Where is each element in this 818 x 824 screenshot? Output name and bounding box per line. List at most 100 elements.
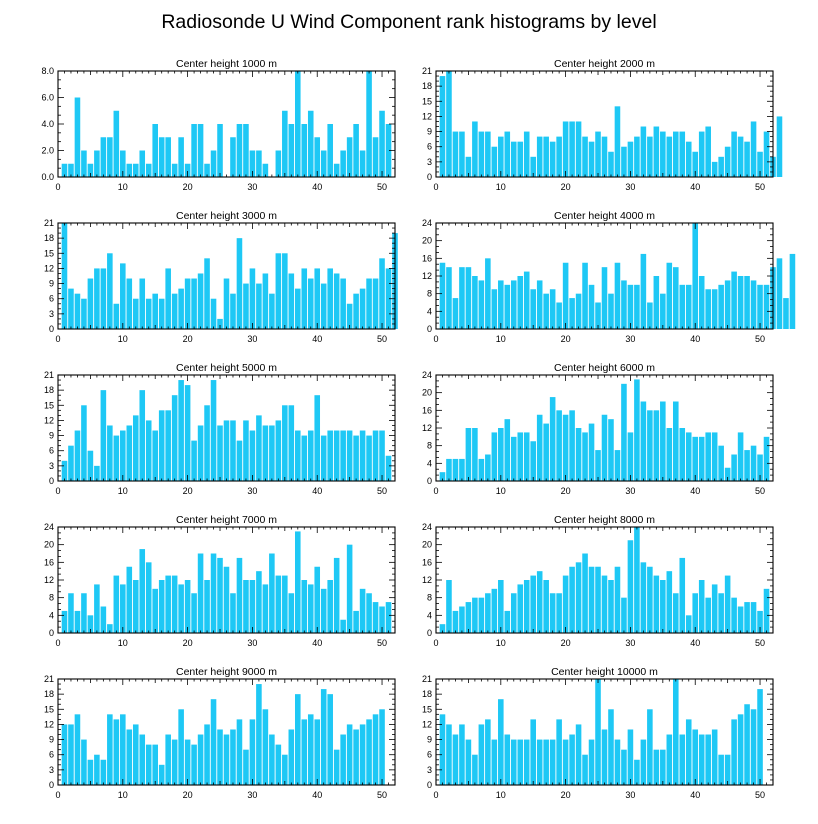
bar (640, 739, 647, 785)
bar (627, 141, 634, 177)
bar (320, 150, 327, 177)
bar (256, 571, 262, 633)
bar (249, 268, 256, 329)
bar (666, 571, 673, 633)
bar (711, 432, 718, 481)
y-tick-label: 24 (422, 522, 432, 532)
bar (543, 739, 549, 785)
bar (582, 136, 588, 177)
bar (485, 454, 491, 481)
bar (679, 557, 686, 633)
y-tick-label: 16 (422, 557, 432, 567)
bar (582, 754, 588, 785)
bar (647, 302, 653, 329)
bar (673, 131, 679, 177)
bar (223, 420, 230, 481)
bar (152, 124, 158, 177)
bar (269, 553, 275, 633)
y-tick-label: 4 (427, 458, 432, 468)
x-tick-label: 20 (561, 334, 571, 344)
bar (685, 141, 692, 177)
bar (353, 729, 359, 785)
bar (100, 606, 107, 633)
bar (333, 749, 340, 785)
y-tick-label: 15 (422, 704, 432, 714)
bar (191, 593, 197, 633)
bar (100, 759, 107, 785)
y-tick-label: 3 (49, 765, 54, 775)
bar (647, 136, 653, 177)
bar (126, 729, 133, 785)
bar (333, 430, 340, 481)
bar (653, 276, 660, 329)
bar (536, 571, 543, 633)
x-tick-label: 30 (625, 486, 635, 496)
panel-title: Center height 4000 m (554, 210, 655, 222)
x-tick-label: 50 (755, 486, 765, 496)
panel-3: Center height 3000 m 0 10 20 30 40 50 0 3 6 9 12 15 1… (44, 210, 398, 344)
bar (439, 262, 446, 329)
bar (236, 719, 243, 785)
bar (608, 709, 614, 785)
bar (621, 146, 627, 177)
bar (472, 754, 478, 785)
y-tick-label: 0 (427, 780, 432, 790)
bar (595, 566, 601, 633)
bar (158, 580, 165, 633)
bar (744, 704, 750, 785)
y-tick-label: 18 (44, 385, 54, 395)
bar (210, 553, 217, 633)
bar (269, 734, 275, 785)
bar (68, 163, 74, 177)
bar (249, 150, 256, 177)
bar (126, 425, 133, 481)
bar (562, 739, 569, 785)
bar (152, 293, 158, 329)
bar (269, 293, 275, 329)
bar (282, 110, 288, 177)
x-tick-label: 50 (755, 182, 765, 192)
bar (346, 544, 353, 633)
bar (608, 293, 614, 329)
x-tick-label: 30 (247, 334, 257, 344)
bar (353, 610, 359, 633)
bar (439, 76, 446, 177)
bar (74, 714, 81, 785)
bar (295, 71, 301, 177)
bar (556, 593, 562, 633)
bar (582, 262, 588, 329)
bar (158, 410, 165, 481)
bar (685, 719, 692, 785)
bar (698, 131, 705, 177)
bar (236, 238, 243, 329)
bar (588, 566, 595, 633)
bar (282, 575, 288, 633)
x-tick-label: 20 (183, 486, 193, 496)
bar (763, 284, 770, 329)
bar (379, 606, 385, 633)
x-tick-label: 40 (312, 790, 322, 800)
bar (366, 278, 372, 329)
bar (614, 739, 621, 785)
bar (275, 420, 282, 481)
bar (744, 141, 750, 177)
y-tick-label: 12 (422, 575, 432, 585)
bar (698, 580, 705, 633)
y-tick-label: 8 (427, 289, 432, 299)
bar (660, 401, 666, 481)
bar (731, 597, 737, 633)
y-tick-label: 12 (44, 575, 54, 585)
x-tick-label: 40 (690, 790, 700, 800)
bar (439, 624, 446, 633)
bar (718, 284, 724, 329)
bar (711, 289, 718, 329)
bar (236, 557, 243, 633)
x-tick-label: 0 (55, 486, 60, 496)
panel-title: Center height 3000 m (176, 210, 277, 222)
bar (262, 273, 269, 329)
bar (262, 163, 269, 177)
bar (178, 288, 184, 329)
bar (275, 150, 282, 177)
bar (504, 284, 511, 329)
x-tick-label: 0 (55, 334, 60, 344)
